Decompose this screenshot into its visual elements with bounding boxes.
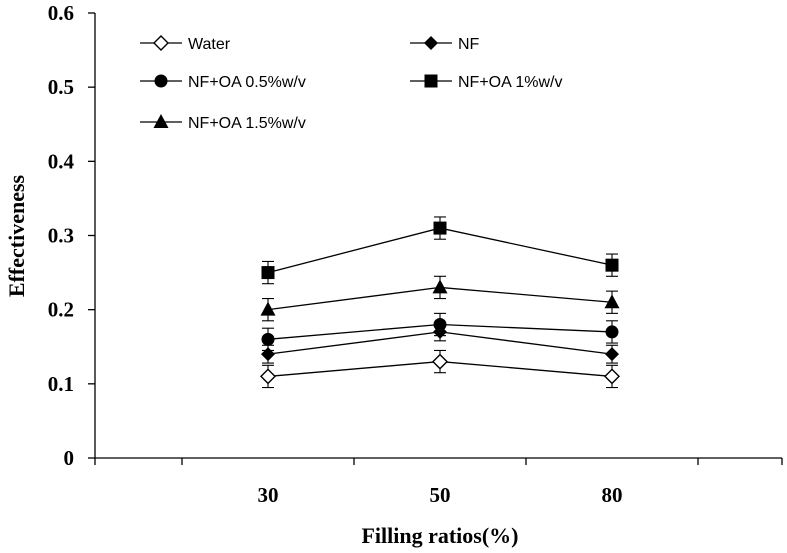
data-point [604, 294, 620, 309]
x-tick-label: 50 [430, 483, 451, 507]
legend: Water NF NF+OA 0.5%w/v NF+OA 1%w/v NF+OA 1.5… [140, 35, 562, 132]
data-point [433, 318, 447, 331]
series-water [260, 349, 620, 389]
y-tick-label: 0.2 [48, 298, 74, 322]
data-point [260, 301, 276, 316]
data-point [605, 258, 619, 272]
series-nf-oa-1-w-v [261, 216, 619, 285]
data-point [432, 353, 448, 370]
legend-item: NF [410, 36, 480, 53]
series-nf-oa-1-5-w-v [260, 275, 620, 322]
y-tick-label: 0.6 [48, 1, 74, 25]
y-tick-label: 0.3 [48, 224, 74, 248]
x-tick-label: 30 [258, 483, 279, 507]
legend-marker [153, 114, 169, 128]
data-point [432, 279, 448, 294]
legend-marker [424, 36, 438, 50]
data-point [605, 347, 619, 362]
data-point [605, 325, 619, 339]
legend-item: NF+OA 0.5%w/v [140, 74, 306, 91]
y-tick-label: 0.1 [48, 372, 74, 396]
x-axis-title: Filling ratios(%) [361, 523, 518, 548]
legend-label: NF+OA 1.5%w/v [188, 115, 306, 132]
data-point [604, 368, 620, 385]
legend-label: NF [458, 36, 480, 53]
legend-item: NF+OA 1.5%w/v [140, 114, 306, 132]
y-axis-ticks: 0 0.1 0.2 0.3 0.4 0.5 0.6 [48, 1, 95, 470]
legend-marker [153, 35, 169, 51]
data-point [260, 368, 276, 385]
series-layer [260, 216, 620, 389]
series-nf-oa-0-5-w-v [261, 312, 619, 352]
y-tick-label: 0.5 [48, 75, 74, 99]
data-point [433, 221, 447, 235]
data-point [261, 332, 275, 346]
legend-item: Water [140, 35, 231, 53]
legend-item: NF+OA 1%w/v [410, 74, 562, 91]
x-tick-label: 80 [602, 483, 623, 507]
y-axis-title: Effectiveness [4, 174, 29, 297]
x-axis-ticks: 30 50 80 [94, 458, 783, 507]
legend-marker [154, 74, 168, 88]
legend-label: NF+OA 0.5%w/v [188, 74, 306, 91]
y-tick-label: 0.4 [48, 149, 75, 173]
legend-label: NF+OA 1%w/v [458, 74, 562, 91]
data-point [261, 266, 275, 280]
y-tick-label: 0 [64, 446, 75, 470]
legend-label: Water [188, 36, 231, 53]
legend-marker [424, 74, 438, 88]
